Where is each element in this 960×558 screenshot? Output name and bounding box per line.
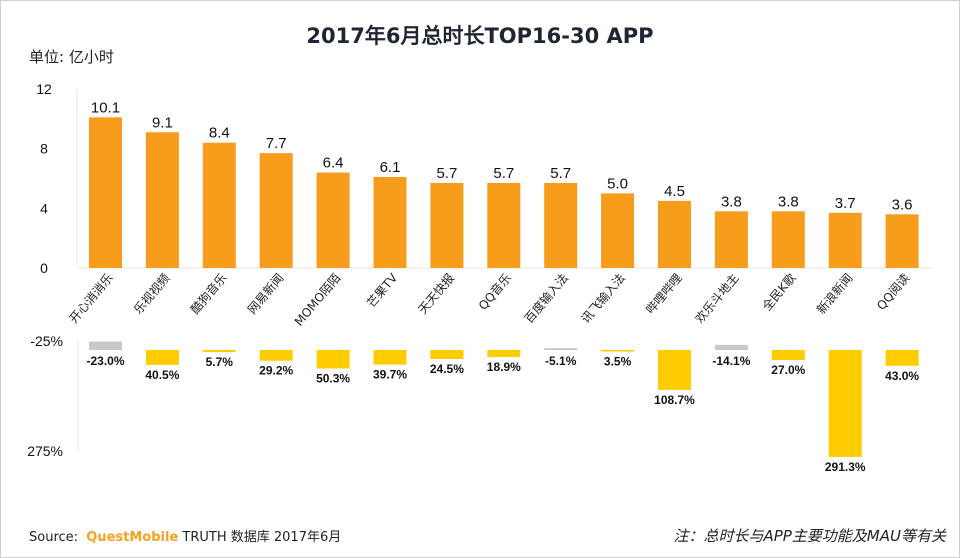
source-line: Source: QuestMobile TRUTH 数据库 2017年6月 [29,526,341,545]
duration-bar [715,211,748,268]
growth-value-label: 291.3% [825,460,866,474]
source-prefix: Source: [29,530,78,545]
category-label: 哔哩哔哩 [643,271,685,317]
category-label: 酷狗音乐 [187,270,229,316]
duration-bar [89,117,122,268]
category-label: 欢乐斗地主 [692,270,742,326]
growth-value-label: -23.0% [86,354,124,368]
duration-bar [601,193,634,268]
growth-bar [829,350,862,457]
duration-value-label: 3.6 [892,196,913,213]
category-label: MOMO陌陌 [292,271,344,329]
growth-value-label: -5.1% [545,354,577,368]
footnote: 注：总时长与APP主要功能及MAU等有关 [673,525,946,546]
growth-bar [430,350,463,359]
duration-value-label: 4.5 [664,183,685,200]
category-labels: 开心消消乐乐视视频酷狗音乐网易新闻MOMO陌陌芒果TV 天天快报 QQ音乐百度输入法… [66,270,912,329]
duration-bar [544,183,577,268]
duration-value-label: 10.1 [91,99,120,116]
growth-bar [203,350,236,352]
growth-bar [886,350,919,366]
source-suffix: TRUTH 数据库 2017年6月 [182,530,341,545]
bottom-y-tick-label: -25% [30,333,63,349]
duration-bar [374,177,407,268]
category-label: QQ阅读 [874,271,912,313]
source-brand: QuestMobile [86,530,178,545]
duration-bar [658,201,691,268]
growth-value-label: 50.3% [316,371,350,385]
duration-value-label: 3.8 [721,193,742,210]
growth-bar [146,350,179,365]
bottom-y-tick-label: 275% [27,443,63,459]
category-label: 开心消消乐 [66,271,115,326]
category-label: 百度输入法 [521,270,571,326]
growth-value-label: 3.5% [604,354,632,368]
category-label: QQ音乐 [475,270,514,313]
top-y-tick-label: 12 [36,81,52,97]
duration-value-label: 9.1 [152,114,173,131]
duration-value-label: 3.8 [778,193,799,210]
duration-value-label: 5.0 [607,175,628,192]
top-bars: 10.1 9.1 8.4 7.7 6.4 6.1 5.7 5.7 5.7 5.0 4.5 3.8 3.8… [89,99,919,268]
growth-value-label: 27.0% [771,363,805,377]
top-y-tick-label: 0 [40,260,48,276]
category-label: 新浪新闻 [813,270,855,316]
growth-value-label: 5.7% [206,355,234,369]
duration-value-label: 6.4 [323,155,344,172]
duration-value-label: 3.7 [835,195,856,212]
duration-bar [203,143,236,268]
duration-value-label: 5.7 [493,165,514,182]
category-label: 讯飞输入法 [578,270,628,326]
growth-value-label: 43.0% [885,369,919,383]
duration-bar [487,183,520,268]
growth-bar [487,350,520,357]
duration-bar [146,132,179,268]
duration-value-label: 8.4 [209,125,230,142]
chart-svg: 0 4 8 12 10.1 9.1 8.4 7.7 6.4 6.1 5.7 5.7 5.7 5.0 4.5… [0,0,960,558]
duration-value-label: 6.1 [380,159,401,176]
duration-value-label: 7.7 [266,135,287,152]
top-y-tick-label: 4 [40,200,48,216]
growth-value-label: -14.1% [712,354,750,368]
growth-value-label: 18.9% [487,360,521,374]
growth-value-label: 40.5% [145,368,179,382]
duration-bar [430,183,463,268]
growth-bar [89,342,122,350]
top-y-tick-label: 8 [40,141,48,157]
category-label: 乐视视频 [130,270,172,316]
category-label: 天天快报 [415,270,457,316]
duration-bar [260,153,293,268]
growth-value-label: 108.7% [654,393,695,407]
growth-bar [544,348,577,350]
category-label: 芒果TV [363,270,400,311]
duration-bar [772,211,805,268]
growth-value-label: 24.5% [430,362,464,376]
growth-bar [715,345,748,350]
growth-bar [317,350,350,368]
duration-bar [886,214,919,268]
duration-bar [317,173,350,268]
growth-value-label: 39.7% [373,368,407,382]
bottom-axis: -25% 275% [27,333,78,459]
growth-value-label: 29.2% [259,364,293,378]
duration-value-label: 5.7 [550,165,571,182]
growth-bar [658,350,691,390]
category-label: 全民K歌 [759,270,799,313]
growth-bar [601,350,634,352]
duration-value-label: 5.7 [436,165,457,182]
growth-bar [772,350,805,360]
bottom-bars: -23.0% 40.5% 5.7% 29.2% 50.3% 39.7% 24.5% 18.9%… [86,342,919,474]
category-label: 网易新闻 [244,270,286,316]
growth-bar [374,350,407,365]
growth-bar [260,350,293,361]
duration-bar [829,213,862,268]
